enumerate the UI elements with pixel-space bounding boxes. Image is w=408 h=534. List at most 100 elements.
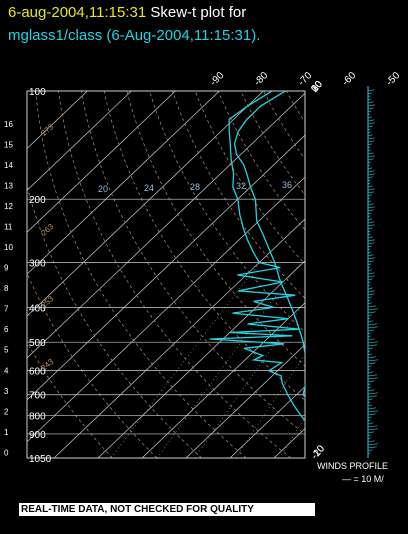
height-km-label: 14 [4, 161, 13, 170]
pressure-label: 400 [29, 303, 46, 314]
wind-barb [367, 146, 371, 149]
mixing-ratio-label: 28 [190, 182, 200, 192]
wind-barb [367, 425, 378, 428]
height-km-label: 4 [4, 366, 9, 375]
dry-adiabat-line [27, 341, 113, 458]
wind-barb [367, 200, 372, 203]
wind-barb [367, 350, 371, 353]
data-layer [209, 91, 305, 422]
temperature-line [233, 91, 305, 398]
height-km-label: 6 [4, 325, 9, 334]
dry-adiabat-line [355, 91, 408, 458]
wind-barb [367, 410, 379, 413]
wind-barb [367, 416, 372, 419]
height-km-label: 10 [4, 243, 13, 252]
wind-barb [367, 413, 376, 416]
pressure-label: 300 [29, 258, 46, 269]
wind-barb [367, 326, 378, 329]
wind-barb [367, 386, 371, 389]
wind-barb [367, 431, 375, 434]
dry-adiabat-line [27, 184, 202, 458]
wind-barb [367, 341, 378, 344]
wind-barb [367, 230, 371, 233]
pressure-label: 500 [29, 338, 46, 349]
wind-barb [367, 365, 372, 368]
dry-adiabat-line [332, 91, 408, 458]
wind-barb [367, 311, 376, 314]
wind-barb [367, 149, 372, 152]
wind-barb [367, 287, 373, 290]
height-km-label: 15 [4, 140, 13, 149]
isotherm-top-label: -50 [384, 70, 402, 88]
wind-barb [367, 161, 372, 164]
wind-barb [367, 152, 374, 155]
wind-barb [367, 134, 373, 137]
dry-adiabat-line [378, 91, 408, 458]
wind-barb [367, 329, 375, 332]
mixing-ratio-line [156, 262, 301, 458]
plot-label: Skew-t plot for [150, 4, 247, 21]
wind-barb [367, 203, 374, 206]
sounding-datetime: 6-aug-2004,11:15:31 [8, 4, 147, 21]
wind-barb [367, 227, 373, 230]
wind-barb [367, 179, 371, 182]
wind-barb [367, 368, 371, 371]
isotherm-line [362, 91, 408, 458]
clipped-grid [27, 91, 408, 459]
wind-barb [367, 434, 371, 437]
dewpoint-line [209, 91, 305, 422]
pressure-label: 600 [29, 367, 46, 378]
wind-barb [367, 257, 376, 260]
wind-barb [367, 389, 375, 392]
dry-adiabat-line [172, 91, 305, 299]
dry-adiabat-line [58, 91, 292, 458]
wind-barb [367, 167, 372, 170]
wind-barb [367, 401, 371, 404]
wind-barb [367, 353, 372, 356]
wind-barb [367, 215, 371, 218]
wind-barb [367, 98, 372, 101]
isotherm-line [185, 344, 305, 458]
isotherm-side-label: 30 [309, 79, 325, 95]
pressure-label: 900 [29, 430, 46, 441]
wind-barb [367, 206, 376, 209]
wind-barb [367, 359, 379, 362]
mixing-ratio-label: 36 [282, 180, 292, 190]
wind-barb [367, 320, 374, 323]
wind-barb [367, 254, 374, 257]
wind-barb [367, 137, 375, 140]
wind-barb [367, 125, 373, 128]
winds-scale-legend: — = 10 M/ [342, 474, 384, 484]
winds-profile [367, 86, 379, 458]
wind-barb [367, 407, 377, 410]
wind-barb [367, 233, 371, 236]
isotherm-top-label: -80 [252, 70, 270, 88]
wind-barb [367, 248, 371, 251]
mixing-ratio-line [386, 263, 408, 459]
wind-barb [367, 335, 371, 338]
dry-adiabat-line [240, 91, 305, 196]
wind-barb [367, 383, 371, 386]
wind-barb [367, 218, 372, 221]
isotherm-line [141, 302, 305, 458]
mixing-ratio-label: 32 [236, 181, 246, 191]
wind-barb [367, 158, 374, 161]
mixing-ratio-line [110, 262, 261, 458]
wind-barb [367, 122, 375, 125]
height-km-label: 2 [4, 407, 9, 416]
isotherm-line [27, 91, 220, 275]
wind-barb [367, 164, 371, 167]
wind-barb [367, 269, 372, 272]
dry-adiabat-line [35, 91, 247, 458]
wind-barb [367, 377, 378, 380]
isotherm-line [97, 260, 305, 458]
isotherm-side-label: 0 [309, 83, 321, 95]
wind-barb [367, 260, 374, 263]
wind-barb [367, 332, 371, 335]
wind-barb [367, 266, 371, 269]
wind-barb [367, 95, 371, 98]
isotherm-line [53, 218, 305, 458]
wind-barb [367, 380, 375, 383]
wind-barb [367, 263, 372, 266]
wind-barb [367, 293, 375, 296]
